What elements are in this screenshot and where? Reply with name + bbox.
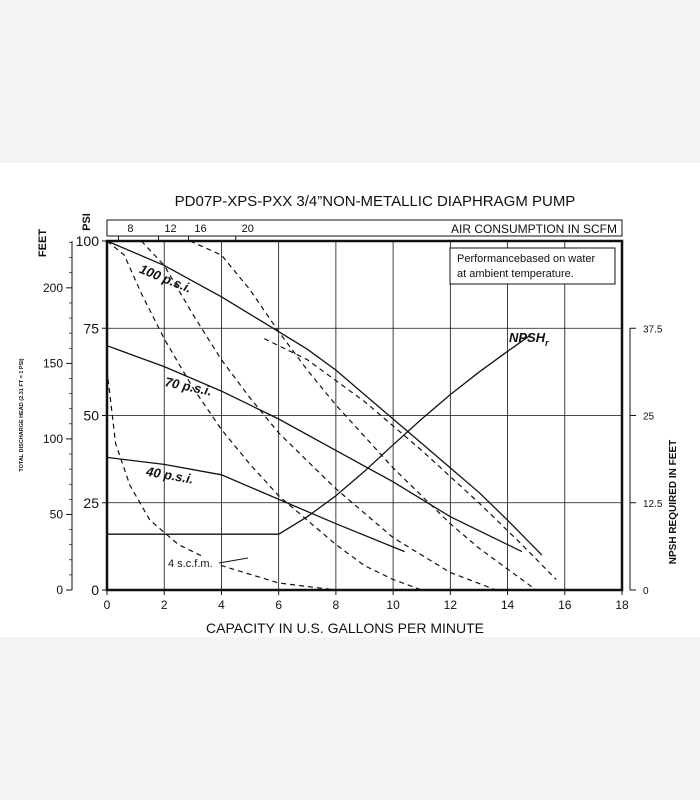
x-tick-label: 4 xyxy=(218,598,225,612)
x-tick-label: 18 xyxy=(615,598,629,612)
feet-tick-label: 100 xyxy=(43,432,63,446)
npsh-tick-label: 25 xyxy=(643,412,655,423)
annotation-box xyxy=(449,247,616,285)
series-label-subscript: r xyxy=(545,338,549,348)
grid xyxy=(107,241,622,590)
x-tick-label: 0 xyxy=(104,598,111,612)
npsh-axis-label: NPSH REQUIRED IN FEET xyxy=(668,440,679,564)
npsh-tick-label: 37.5 xyxy=(643,324,663,335)
series-line-extra-dashed xyxy=(264,338,557,580)
callout-bg xyxy=(166,556,218,570)
top-tick-label: 20 xyxy=(242,223,254,235)
chart-svg: PD07P-XPS-PXX 3/4”NON-METALLIC DIAPHRAGM… xyxy=(19,193,679,636)
feet-tick-label: 50 xyxy=(50,507,64,521)
chart-title: PD07P-XPS-PXX 3/4”NON-METALLIC DIAPHRAGM… xyxy=(175,193,576,210)
psi-tick-label: 50 xyxy=(83,408,99,424)
x-axis-ticks: 0 2 4 6 8 10 12 14 16 18 xyxy=(104,590,629,612)
series-line-8-scfm xyxy=(106,370,336,591)
series-line-100-p-s-i- xyxy=(106,240,543,556)
series-line-npshr xyxy=(107,334,531,535)
series-line-40-p-s-i- xyxy=(106,456,405,553)
npsh-axis-ticks: 0 12.5 25 37.5 xyxy=(630,324,663,597)
feet-axis-label: FEET xyxy=(37,229,49,257)
x-tick-label: 8 xyxy=(333,598,340,612)
annotation-line-2: at ambient temperature. xyxy=(457,268,574,280)
series-line-70-p-s-i- xyxy=(106,345,523,553)
top-axis-band xyxy=(106,219,623,237)
top-tick-label: 16 xyxy=(194,223,206,235)
npsh-tick-label: 12.5 xyxy=(643,499,663,510)
psi-tick-label: 25 xyxy=(83,495,99,511)
series-label: 40 p.s.i. xyxy=(144,464,195,487)
top-tick-label: 12 xyxy=(164,223,176,235)
x-tick-label: 12 xyxy=(444,598,458,612)
psi-axis-ticks: 0 25 50 75 100 xyxy=(76,233,107,598)
psi-tick-label: 100 xyxy=(76,233,100,249)
series-line-12-scfm xyxy=(106,240,422,591)
feet-axis-ticks: 0 50 100 150 200 xyxy=(43,242,72,597)
annotation-line-1: Performancebased on water xyxy=(457,253,596,265)
x-tick-label: 16 xyxy=(558,598,572,612)
callout-leader xyxy=(218,557,249,564)
feet-tick-label: 0 xyxy=(56,583,63,597)
psi-tick-label: 75 xyxy=(83,320,99,336)
psi-axis-label: PSI xyxy=(81,213,93,231)
x-tick-label: 2 xyxy=(161,598,168,612)
top-axis-label: AIR CONSUMPTION IN SCFM xyxy=(451,222,617,236)
series-label: 70 p.s.i. xyxy=(164,374,214,399)
series-line-16-scfm xyxy=(140,240,497,591)
series-line-20-scfm xyxy=(189,240,537,591)
series-label: NPSHr xyxy=(509,330,549,348)
x-tick-label: 6 xyxy=(275,598,282,612)
x-axis-label: CAPACITY IN U.S. GALLONS PER MINUTE xyxy=(206,620,484,636)
x-tick-label: 10 xyxy=(386,598,400,612)
top-tick-label: 8 xyxy=(127,223,133,235)
feet-tick-label: 150 xyxy=(43,356,63,370)
npsh-tick-label: 0 xyxy=(643,586,649,597)
feet-axis-sublabel: TOTAL DISCHARGE HEAD (2.31 FT = 1 PSI) xyxy=(19,358,25,471)
psi-tick-label: 0 xyxy=(91,582,99,598)
chart-sheet: PD07P-XPS-PXX 3/4”NON-METALLIC DIAPHRAGM… xyxy=(0,163,700,637)
callout-label: 4 s.c.f.m. xyxy=(168,558,213,570)
feet-tick-label: 200 xyxy=(43,281,63,295)
x-tick-label: 14 xyxy=(501,598,515,612)
